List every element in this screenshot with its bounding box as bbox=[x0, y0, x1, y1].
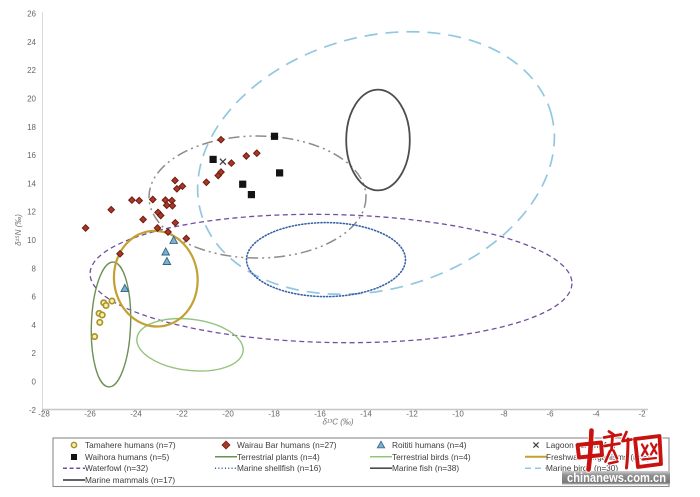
svg-text:Waterfowl (n=32): Waterfowl (n=32) bbox=[85, 463, 148, 473]
svg-text:-2: -2 bbox=[638, 410, 646, 419]
svg-text:-28: -28 bbox=[38, 410, 50, 419]
svg-text:-4: -4 bbox=[592, 410, 600, 419]
svg-text:14: 14 bbox=[27, 179, 36, 188]
svg-text:Terrestrial birds (n=4): Terrestrial birds (n=4) bbox=[392, 452, 471, 462]
svg-text:-12: -12 bbox=[406, 410, 418, 419]
svg-text:-14: -14 bbox=[360, 410, 372, 419]
svg-text:10: 10 bbox=[27, 236, 36, 245]
svg-text:26: 26 bbox=[27, 10, 36, 19]
svg-text:18: 18 bbox=[27, 123, 36, 132]
svg-text:Roititi humans (n=4): Roititi humans (n=4) bbox=[392, 440, 467, 450]
svg-text:Terrestrial plants (n=4): Terrestrial plants (n=4) bbox=[237, 452, 320, 462]
svg-text:22: 22 bbox=[27, 66, 36, 75]
svg-text:-8: -8 bbox=[500, 410, 508, 419]
svg-text:6: 6 bbox=[32, 293, 37, 302]
svg-text:-16: -16 bbox=[314, 410, 326, 419]
svg-text:-22: -22 bbox=[176, 410, 188, 419]
svg-text:Marine shellfish (n=16): Marine shellfish (n=16) bbox=[237, 463, 321, 473]
svg-text:-18: -18 bbox=[268, 410, 280, 419]
svg-text:Marine birds (n=30): Marine birds (n=30) bbox=[546, 463, 618, 473]
svg-text:4: 4 bbox=[32, 321, 37, 330]
svg-text:24: 24 bbox=[27, 38, 36, 47]
svg-text:Tamahere humans (n=7): Tamahere humans (n=7) bbox=[85, 440, 176, 450]
svg-text:-10: -10 bbox=[452, 410, 464, 419]
svg-text:-20: -20 bbox=[222, 410, 234, 419]
svg-text:δ¹³C (‰): δ¹³C (‰) bbox=[322, 418, 353, 427]
svg-text:-26: -26 bbox=[84, 410, 96, 419]
svg-text:Wairau Bar humans (n=27): Wairau Bar humans (n=27) bbox=[237, 440, 337, 450]
svg-text:δ¹⁵N (‰): δ¹⁵N (‰) bbox=[14, 214, 23, 246]
svg-text:-2: -2 bbox=[29, 406, 37, 415]
svg-text:2: 2 bbox=[32, 349, 37, 358]
svg-text:-6: -6 bbox=[546, 410, 554, 419]
svg-text:8: 8 bbox=[32, 264, 37, 273]
svg-text:Marine fish (n=38): Marine fish (n=38) bbox=[392, 463, 459, 473]
svg-text:12: 12 bbox=[27, 208, 36, 217]
svg-text:16: 16 bbox=[27, 151, 36, 160]
svg-text:chinanews.com.cn: chinanews.com.cn bbox=[567, 470, 666, 485]
svg-text:Marine mammals (n=17): Marine mammals (n=17) bbox=[85, 475, 175, 485]
svg-text:Waihora humans (n=5): Waihora humans (n=5) bbox=[85, 452, 170, 462]
svg-text:0: 0 bbox=[32, 378, 37, 387]
svg-text:20: 20 bbox=[27, 95, 36, 104]
svg-text:-24: -24 bbox=[130, 410, 142, 419]
